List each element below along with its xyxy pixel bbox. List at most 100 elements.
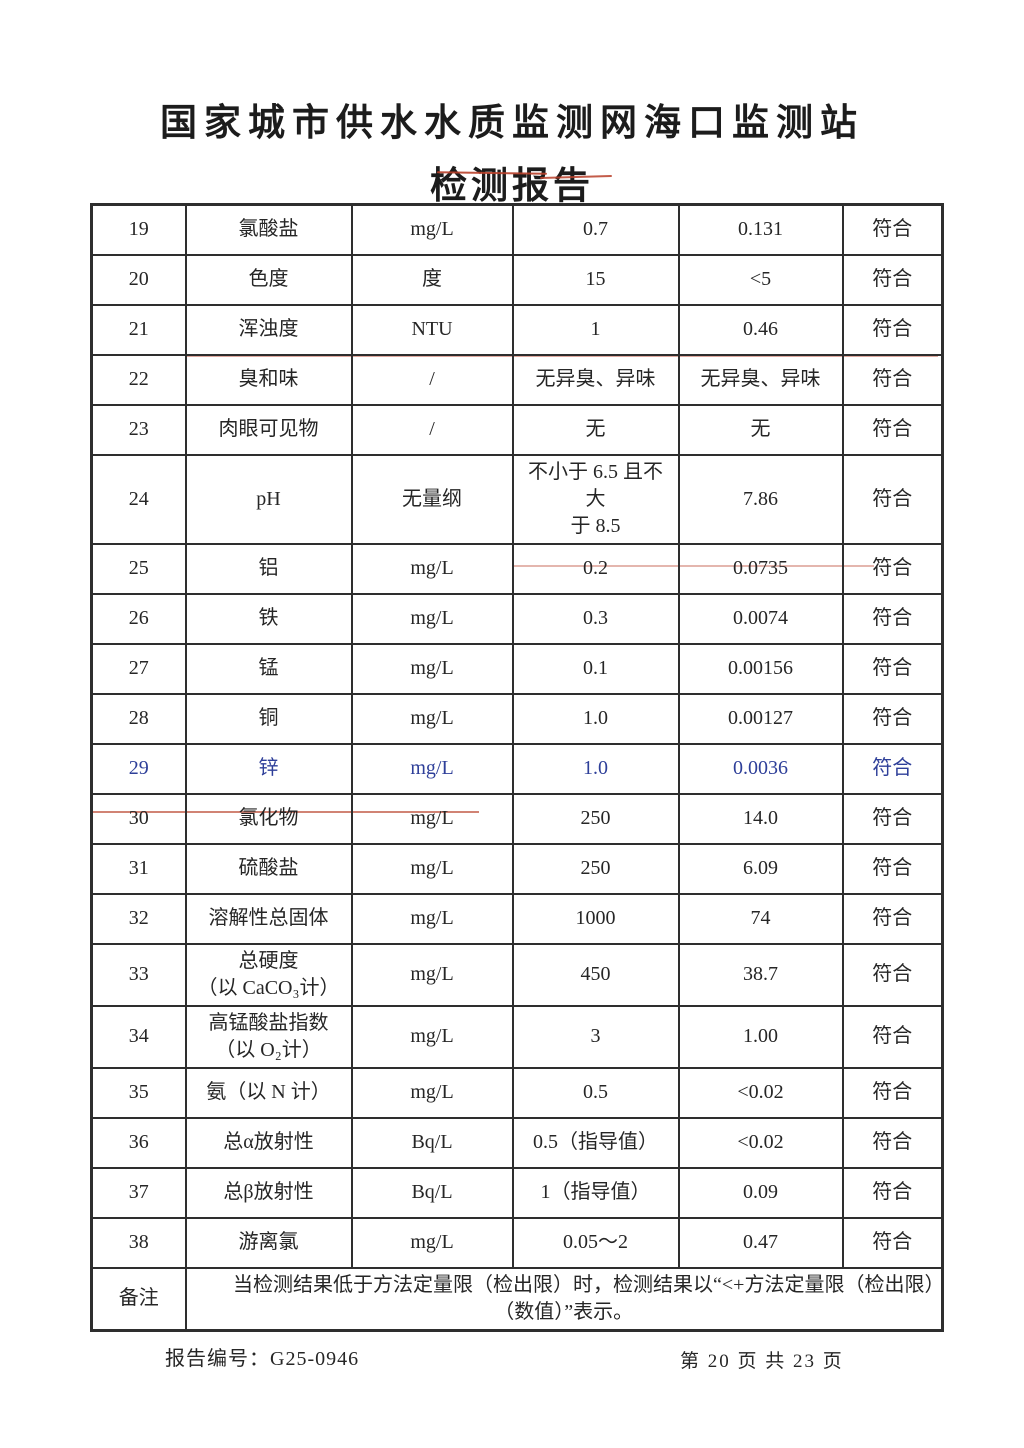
result-value-cell: 0.0074 — [677, 592, 844, 645]
table-row: 19 氯酸盐 mg/L 0.7 0.131 符合 — [90, 203, 944, 256]
limit-value-cell: 无 — [511, 403, 680, 456]
result-value-cell: 7.86 — [677, 453, 844, 545]
table-row: 22 臭和味 / 无异臭、异味 无异臭、异味 符合 — [90, 353, 944, 406]
results-table: 19 氯酸盐 mg/L 0.7 0.131 符合 20 色度 度 15 <5 符… — [90, 203, 944, 1332]
row-number-cell: 31 — [90, 842, 187, 895]
limit-value-cell: 1.0 — [511, 692, 680, 745]
unit-cell: 度 — [350, 253, 514, 306]
parameter-name-cell: 游离氯 — [184, 1216, 353, 1269]
unit-cell: / — [350, 403, 514, 456]
report-number: 报告编号：G25-0946 — [165, 1348, 360, 1370]
limit-value-cell: 1（指导值） — [511, 1166, 680, 1219]
conclusion-cell: 符合 — [841, 892, 944, 945]
remark-row: 备注 当检测结果低于方法定量限（检出限）时，检测结果以“<+方法定量限（检出限）… — [90, 1266, 944, 1331]
parameter-name-cell: 硫酸盐 — [184, 842, 353, 895]
table-row: 24 pH 无量纲 不小于 6.5 且不大 于 8.5 7.86 符合 — [90, 453, 944, 545]
unit-cell: Bq/L — [350, 1116, 514, 1169]
limit-value-cell: 250 — [511, 842, 680, 895]
report-title-line1: 国家城市供水水质监测网海口监测站 — [160, 103, 864, 144]
row-number-cell: 19 — [90, 203, 187, 256]
unit-cell: mg/L — [350, 542, 514, 595]
unit-cell: mg/L — [350, 642, 514, 695]
table-row: 28 铜 mg/L 1.0 0.00127 符合 — [90, 692, 944, 745]
table-row: 30 氯化物 mg/L 250 14.0 符合 — [90, 792, 944, 845]
table-row: 21 浑浊度 NTU 1 0.46 符合 — [90, 303, 944, 356]
limit-value-cell: 1.0 — [511, 742, 680, 795]
conclusion-cell: 符合 — [841, 842, 944, 895]
result-value-cell: 0.09 — [677, 1166, 844, 1219]
parameter-name-cell: 色度 — [184, 253, 353, 306]
conclusion-cell: 符合 — [841, 353, 944, 406]
remark-label: 备注 — [90, 1266, 187, 1331]
parameter-name-cell: 臭和味 — [184, 353, 353, 406]
parameter-name-cell: 锌 — [184, 742, 353, 795]
parameter-name-cell: 总α放射性 — [184, 1116, 353, 1169]
conclusion-cell: 符合 — [841, 1004, 944, 1069]
parameter-name-cell: 高锰酸盐指数 （以 O₂计） — [184, 1004, 353, 1069]
result-value-cell: 0.0036 — [677, 742, 844, 795]
parameter-name-cell: 锰 — [184, 642, 353, 695]
parameter-name-cell: 氨（以 N 计） — [184, 1066, 353, 1119]
parameter-name-cell: pH — [184, 453, 353, 545]
limit-value-cell: 0.2 — [511, 542, 680, 595]
result-value-cell: 1.00 — [677, 1004, 844, 1069]
unit-cell: mg/L — [350, 792, 514, 845]
conclusion-cell: 符合 — [841, 1166, 944, 1219]
row-number-cell: 36 — [90, 1116, 187, 1169]
conclusion-cell: 符合 — [841, 1116, 944, 1169]
parameter-name-cell: 氯酸盐 — [184, 203, 353, 256]
conclusion-cell: 符合 — [841, 453, 944, 545]
unit-cell: 无量纲 — [350, 453, 514, 545]
page-indicator: 第 20 页 共 23 页 — [680, 1351, 844, 1372]
row-number-cell: 33 — [90, 942, 187, 1007]
row-number-cell: 25 — [90, 542, 187, 595]
unit-cell: mg/L — [350, 1004, 514, 1069]
table-row: 26 铁 mg/L 0.3 0.0074 符合 — [90, 592, 944, 645]
unit-cell: mg/L — [350, 592, 514, 645]
table-row: 31 硫酸盐 mg/L 250 6.09 符合 — [90, 842, 944, 895]
conclusion-cell: 符合 — [841, 1216, 944, 1269]
row-number-cell: 23 — [90, 403, 187, 456]
result-value-cell: 38.7 — [677, 942, 844, 1007]
table-row: 36 总α放射性 Bq/L 0.5（指导值） <0.02 符合 — [90, 1116, 944, 1169]
conclusion-cell: 符合 — [841, 403, 944, 456]
limit-value-cell: 0.1 — [511, 642, 680, 695]
conclusion-cell: 符合 — [841, 592, 944, 645]
parameter-name-cell: 铜 — [184, 692, 353, 745]
row-number-cell: 27 — [90, 642, 187, 695]
result-value-cell: 74 — [677, 892, 844, 945]
limit-value-cell: 15 — [511, 253, 680, 306]
conclusion-cell: 符合 — [841, 303, 944, 356]
row-number-cell: 34 — [90, 1004, 187, 1069]
unit-cell: mg/L — [350, 942, 514, 1007]
table-row: 25 铝 mg/L 0.2 0.0735 符合 — [90, 542, 944, 595]
row-number-cell: 22 — [90, 353, 187, 406]
conclusion-cell: 符合 — [841, 203, 944, 256]
table-row: 37 总β放射性 Bq/L 1（指导值） 0.09 符合 — [90, 1166, 944, 1219]
limit-value-cell: 0.3 — [511, 592, 680, 645]
result-value-cell: 0.0735 — [677, 542, 844, 595]
limit-value-cell: 3 — [511, 1004, 680, 1069]
result-value-cell: 6.09 — [677, 842, 844, 895]
conclusion-cell: 符合 — [841, 742, 944, 795]
table-row: 35 氨（以 N 计） mg/L 0.5 <0.02 符合 — [90, 1066, 944, 1119]
conclusion-cell: 符合 — [841, 942, 944, 1007]
parameter-name-cell: 总β放射性 — [184, 1166, 353, 1219]
table-row: 33 总硬度 （以 CaCO₃计） mg/L 450 38.7 符合 — [90, 942, 944, 1007]
result-value-cell: 14.0 — [677, 792, 844, 845]
parameter-name-cell: 总硬度 （以 CaCO₃计） — [184, 942, 353, 1007]
parameter-name-cell: 溶解性总固体 — [184, 892, 353, 945]
result-value-cell: 0.00156 — [677, 642, 844, 695]
table-row: 32 溶解性总固体 mg/L 1000 74 符合 — [90, 892, 944, 945]
result-value-cell: 0.47 — [677, 1216, 844, 1269]
unit-cell: / — [350, 353, 514, 406]
limit-value-cell: 450 — [511, 942, 680, 1007]
unit-cell: Bq/L — [350, 1166, 514, 1219]
table-row: 29 锌 mg/L 1.0 0.0036 符合 — [90, 742, 944, 795]
result-value-cell: <0.02 — [677, 1066, 844, 1119]
row-number-cell: 32 — [90, 892, 187, 945]
row-number-cell: 29 — [90, 742, 187, 795]
limit-value-cell: 不小于 6.5 且不大 于 8.5 — [511, 453, 680, 545]
limit-value-cell: 250 — [511, 792, 680, 845]
